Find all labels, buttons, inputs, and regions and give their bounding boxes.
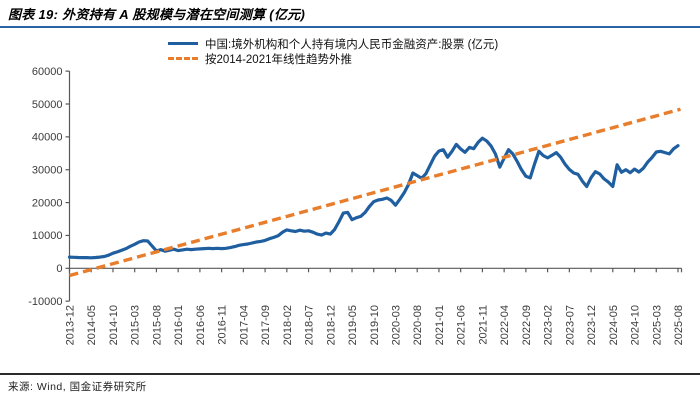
- legend-item-trend: 按2014-2021年线性趋势外推: [168, 51, 498, 66]
- svg-text:2019-10: 2019-10: [369, 305, 381, 345]
- svg-text:2013-12: 2013-12: [65, 305, 77, 345]
- legend-item-holdings: 中国:境外机构和个人持有境内人民币金融资产:股票 (亿元): [168, 36, 498, 51]
- svg-text:2021-06: 2021-06: [456, 305, 468, 345]
- svg-text:2020-08: 2020-08: [412, 305, 424, 345]
- svg-text:40000: 40000: [32, 132, 63, 144]
- title-divider: [0, 26, 700, 28]
- svg-text:2024-05: 2024-05: [608, 305, 620, 345]
- svg-text:2018-07: 2018-07: [304, 305, 316, 345]
- svg-text:10000: 10000: [32, 230, 63, 242]
- svg-text:2025-03: 2025-03: [651, 305, 663, 345]
- dashed-line-swatch-icon: [168, 57, 198, 60]
- svg-text:2018-02: 2018-02: [282, 305, 294, 345]
- svg-text:2025-08: 2025-08: [673, 305, 685, 345]
- svg-text:30000: 30000: [32, 165, 63, 177]
- svg-text:2014-05: 2014-05: [86, 305, 98, 345]
- svg-text:2023-07: 2023-07: [564, 305, 576, 345]
- chart-legend: 中国:境外机构和个人持有境内人民币金融资产:股票 (亿元) 按2014-2021…: [168, 36, 498, 66]
- svg-text:2016-11: 2016-11: [217, 305, 229, 345]
- svg-text:2017-09: 2017-09: [260, 305, 272, 345]
- svg-text:2022-09: 2022-09: [521, 305, 533, 345]
- svg-text:2022-04: 2022-04: [499, 305, 511, 345]
- svg-text:50000: 50000: [32, 99, 63, 111]
- legend-label-holdings: 中国:境外机构和个人持有境内人民币金融资产:股票 (亿元): [205, 38, 499, 51]
- svg-text:2021-01: 2021-01: [434, 305, 446, 345]
- svg-text:2020-03: 2020-03: [390, 305, 402, 345]
- svg-text:2015-03: 2015-03: [130, 305, 142, 345]
- legend-label-trend: 按2014-2021年线性趋势外推: [205, 53, 352, 66]
- svg-text:2016-01: 2016-01: [173, 305, 185, 345]
- svg-text:-10000: -10000: [28, 296, 62, 308]
- svg-text:2023-02: 2023-02: [543, 305, 555, 345]
- source-text: 来源: Wind, 国金证券研究所: [8, 381, 147, 393]
- svg-text:2014-10: 2014-10: [108, 305, 120, 345]
- svg-text:2023-12: 2023-12: [586, 305, 598, 345]
- svg-text:20000: 20000: [32, 197, 63, 209]
- svg-text:2024-10: 2024-10: [630, 305, 642, 345]
- svg-text:0: 0: [56, 263, 62, 275]
- svg-text:2017-04: 2017-04: [238, 305, 250, 345]
- svg-text:60000: 60000: [32, 66, 63, 78]
- svg-text:2019-05: 2019-05: [347, 305, 359, 345]
- svg-text:2016-06: 2016-06: [195, 305, 207, 345]
- svg-text:2015-08: 2015-08: [151, 305, 163, 345]
- svg-text:2021-11: 2021-11: [477, 305, 489, 345]
- footer-divider: [0, 373, 700, 375]
- solid-line-swatch-icon: [168, 42, 198, 45]
- page-title: 图表 19: 外资持有 A 股规模与潜在空间测算 (亿元): [8, 7, 306, 22]
- svg-text:2018-12: 2018-12: [325, 305, 337, 345]
